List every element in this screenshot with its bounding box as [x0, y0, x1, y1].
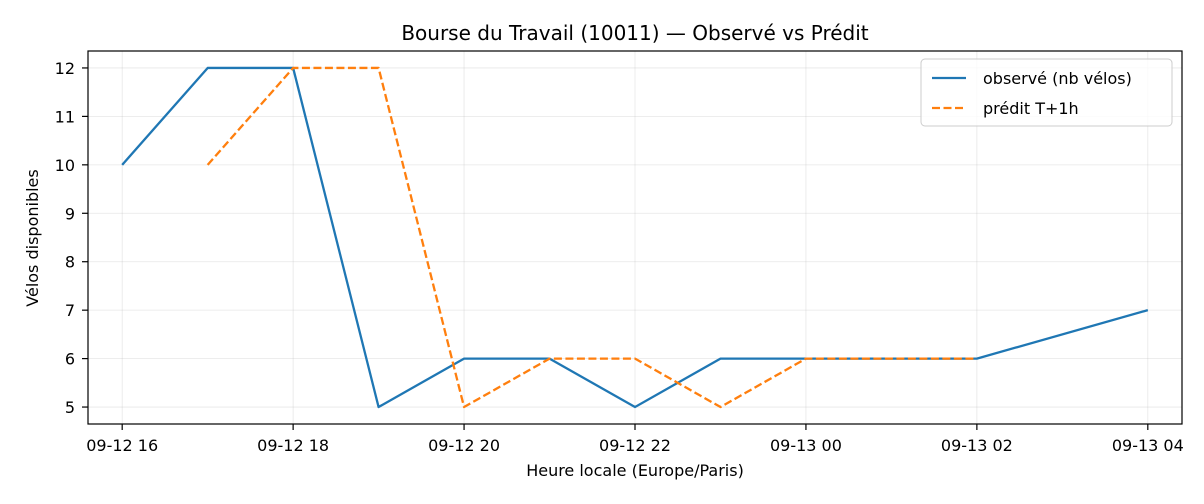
y-tick-label: 12 — [55, 59, 75, 78]
y-tick-label: 11 — [55, 107, 75, 126]
data-point-2 — [974, 356, 980, 362]
legend-frame — [920, 58, 1173, 127]
x-tick-label: 09-12 22 — [599, 436, 671, 455]
x-tick-label: 09-12 16 — [86, 436, 158, 455]
data-point-1 — [717, 356, 723, 362]
data-point-1 — [461, 356, 467, 362]
x-tick-label: 09-13 04 — [1112, 436, 1184, 455]
data-point-2 — [888, 356, 894, 362]
x-axis-label: Heure locale (Europe/Paris) — [526, 461, 744, 480]
series-line-1 — [121, 66, 1149, 409]
legend: observé (nb vélos) prédit T+1h — [920, 58, 1173, 127]
x-tick-label: 09-13 00 — [770, 436, 842, 455]
x-tick-label: 09-12 20 — [428, 436, 500, 455]
series-line-2 — [206, 66, 977, 409]
data-point-2 — [717, 404, 723, 410]
data-point-1 — [1145, 307, 1151, 313]
data-point-1 — [205, 65, 211, 71]
x-tick-label: 09-12 18 — [257, 436, 329, 455]
data-point-2 — [461, 404, 467, 410]
y-tick-label: 10 — [55, 156, 75, 175]
data-point-1 — [376, 404, 382, 410]
data-point-2 — [632, 356, 638, 362]
legend-label: prédit T+1h — [983, 99, 1079, 118]
x-tick-label: 09-13 02 — [941, 436, 1013, 455]
data-point-2 — [290, 65, 296, 71]
y-tick-label: 9 — [65, 204, 75, 223]
data-point-1 — [119, 162, 125, 168]
y-tick-label: 8 — [65, 253, 75, 272]
data-point-1 — [632, 404, 638, 410]
data-point-2 — [547, 356, 553, 362]
y-tick-label: 5 — [65, 398, 75, 417]
data-point-2 — [803, 356, 809, 362]
y-axis-label: Vélos disponibles — [23, 169, 42, 306]
x-axis-ticks: 09-12 16 09-12 18 09-12 20 09-12 22 09-13 00… — [86, 424, 1184, 455]
data-point-2 — [376, 65, 382, 71]
series-group — [119, 65, 1151, 410]
data-point-2 — [205, 162, 211, 168]
y-tick-label: 6 — [65, 350, 75, 369]
y-axis-ticks: 5 6 7 8 9 10 11 12 — [55, 59, 88, 417]
legend-label: observé (nb vélos) — [983, 69, 1132, 88]
y-tick-label: 7 — [65, 301, 75, 320]
chart-title: Bourse du Travail (10011) — Observé vs P… — [401, 21, 868, 45]
